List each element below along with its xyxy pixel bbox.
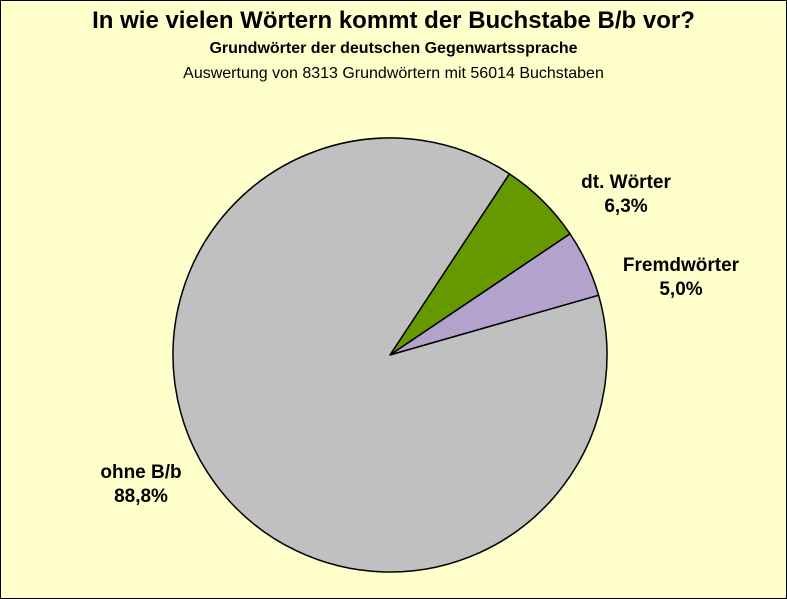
chart-title: In wie vielen Wörtern kommt der Buchstab… [92, 7, 695, 34]
slice-percent: 88,8% [114, 486, 168, 507]
slice-percent: 5,0% [659, 279, 703, 300]
pie-slice-2 [172, 137, 608, 573]
slice-name: dt. Wörter [581, 172, 671, 193]
slice-percent: 6,3% [604, 196, 648, 217]
slice-name: Fremdwörter [622, 255, 740, 276]
slice-label-fremdwoerter: Fremdwörter 5,0% [601, 254, 761, 302]
slice-name: ohne B/b [100, 462, 182, 483]
chart-note: Auswertung von 8313 Grundwörtern mit 560… [183, 65, 604, 82]
chart-subtitle: Grundwörter der deutschen Gegenwartsspra… [209, 40, 578, 57]
slice-label-dt-woerter: dt. Wörter 6,3% [561, 171, 691, 219]
slice-label-ohne-b: ohne B/b 88,8% [71, 461, 211, 509]
